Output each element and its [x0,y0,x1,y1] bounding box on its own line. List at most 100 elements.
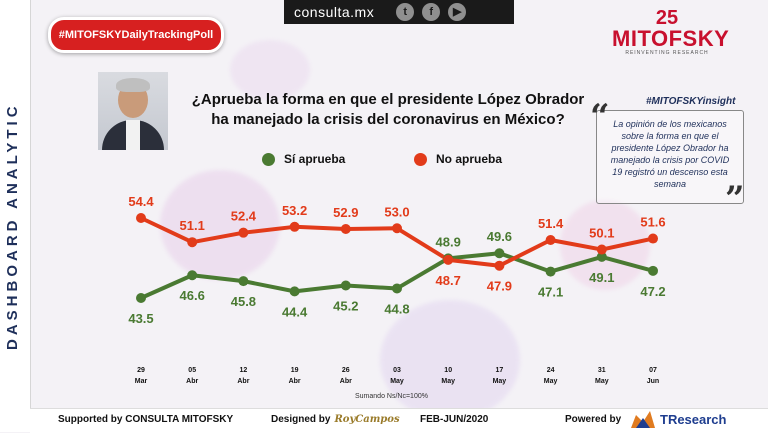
data-label: 53.2 [282,203,307,218]
hashtag-badge: #MITOFSKYDailyTrackingPoll [48,17,224,53]
background-blob [380,300,520,420]
insight-text: La opinión de los mexicanos sobre la for… [610,119,730,189]
data-label: 51.4 [538,216,564,231]
logo-name: MITOFSKY [612,26,730,51]
legend-approve: Sí aprueba [262,152,345,166]
top-bar: consulta.mx t f ▶ [284,0,514,24]
data-point [494,260,505,271]
data-label: 52.9 [333,205,358,220]
x-tick-label: May [441,378,455,385]
data-point [289,221,300,232]
data-label: 46.6 [180,288,205,303]
x-tick-label: 03 [393,367,401,374]
x-tick-label: 12 [240,367,248,374]
tresearch-brand: TResearch [660,412,727,427]
footer-period: FEB-JUN/2020 [420,414,489,425]
mitofsky-logo: 25 MITOFSKY REINVENTING RESEARCH [612,7,730,64]
site-link[interactable]: consulta.mx [294,4,375,20]
sum-note: Sumando Ns/Nc=100% [355,393,428,400]
legend-approve-dot [262,152,275,166]
x-tick-label: Abr [289,378,301,385]
insight-box [596,110,744,204]
x-tick-label: 19 [291,367,299,374]
legend-approve-label: Sí aprueba [284,152,346,166]
data-label: 54.4 [128,194,154,209]
footer-designed: Designed by RoyCampos [271,414,400,425]
legend-disapprove-label: No aprueba [436,152,503,166]
data-label: 44.8 [384,301,409,316]
facebook-icon[interactable]: f [422,3,441,21]
x-tick-label: 29 [137,367,145,374]
legend-disapprove: No aprueba [414,152,502,166]
logo-tagline: REINVENTING RESEARCH [625,50,709,56]
data-point [443,254,454,265]
open-quote-icon: “ [590,97,610,137]
data-label: 52.4 [231,209,257,224]
data-point [545,266,556,277]
data-point [494,248,505,259]
data-label: 50.1 [589,226,614,241]
data-point [187,237,198,248]
data-point [648,233,658,244]
background-blob [230,40,310,100]
data-point [545,235,556,246]
data-label: 44.4 [282,304,308,319]
data-point [392,283,402,294]
x-tick-label: May [595,378,609,385]
data-label: 48.7 [436,273,461,288]
data-point [289,286,300,297]
data-label: 49.6 [487,229,512,244]
data-point [596,244,607,255]
tresearch-logo-icon [631,411,655,428]
x-tick-label: May [544,378,558,385]
data-point [340,224,351,235]
data-label: 45.2 [333,299,358,314]
data-label: 47.9 [487,279,512,294]
youtube-icon[interactable]: ▶ [448,3,467,21]
data-point [238,227,249,238]
data-label: 47.1 [538,285,563,300]
president-photo [98,72,168,150]
x-tick-label: 10 [444,367,452,374]
data-point [238,276,249,287]
background-blob [160,170,280,280]
question-line-1: ¿Aprueba la forma en que el presidente L… [191,91,585,108]
data-label: 45.8 [231,294,256,309]
data-label: 51.6 [640,215,665,230]
twitter-icon[interactable]: t [396,3,415,21]
legend-disapprove-dot [414,152,427,166]
data-point [340,280,351,291]
x-tick-label: Abr [237,378,249,385]
chart-question: ¿Aprueba la forma en que el presidente L… [188,90,588,130]
data-label: 49.1 [589,270,614,285]
data-point [596,251,607,262]
x-tick-label: Abr [186,378,198,385]
x-tick-label: 24 [547,367,555,374]
data-point [392,223,402,234]
x-tick-label: 17 [496,367,504,374]
footer-powered: Powered by [565,414,622,425]
x-tick-label: Mar [135,378,148,385]
insight-tag: #MITOFSKYinsight [646,96,736,107]
data-label: 43.5 [128,311,153,326]
data-label: 48.9 [436,234,461,249]
side-band [0,0,31,432]
x-tick-label: May [390,378,404,385]
footer-designed-label: Designed by [271,414,331,425]
data-point [648,265,658,276]
data-point [136,213,146,223]
x-tick-label: 26 [342,367,350,374]
x-tick-label: 07 [649,367,657,374]
logo-number: 25 [655,7,679,29]
close-quote-icon: ” [725,179,745,219]
data-point [136,293,146,303]
question-line-2: ha manejado la crisis del coronavirus en… [211,111,565,128]
x-tick-label: Abr [340,378,352,385]
x-tick-label: 05 [188,367,196,374]
footer-supported: Supported by CONSULTA MITOFSKY [58,414,234,425]
data-label: 51.1 [180,218,205,233]
data-label: 47.2 [640,284,665,299]
data-label: 53.0 [384,204,409,219]
data-point [187,270,198,281]
